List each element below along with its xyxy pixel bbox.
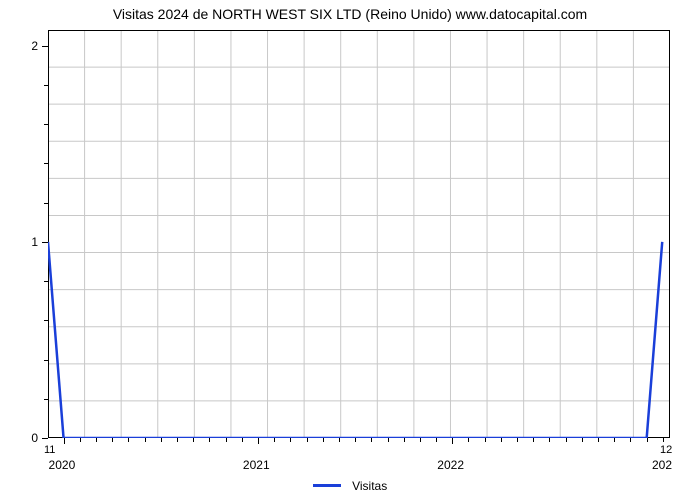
x-minor-tick xyxy=(193,438,194,442)
minor-label-left: 11 xyxy=(44,444,55,456)
x-minor-tick xyxy=(549,438,550,442)
x-minor-tick xyxy=(663,438,664,442)
x-minor-tick xyxy=(404,438,405,442)
x-minor-tick xyxy=(128,438,129,442)
y-tick-label: 0 xyxy=(31,431,38,445)
y-minor-tick xyxy=(44,124,48,125)
x-minor-tick xyxy=(468,438,469,442)
y-minor-tick xyxy=(44,399,48,400)
x-minor-tick xyxy=(242,438,243,442)
x-major-tick xyxy=(452,438,453,444)
y-major-tick xyxy=(42,242,48,243)
x-major-tick xyxy=(258,438,259,444)
x-minor-tick xyxy=(226,438,227,442)
legend-label: Visitas xyxy=(352,479,387,493)
y-tick-label: 1 xyxy=(31,235,38,249)
x-tick-label: 2021 xyxy=(243,458,270,472)
x-minor-tick xyxy=(566,438,567,442)
chart-svg xyxy=(48,30,670,438)
x-minor-tick xyxy=(80,438,81,442)
y-minor-tick xyxy=(44,163,48,164)
x-minor-tick xyxy=(517,438,518,442)
x-minor-tick xyxy=(436,438,437,442)
x-minor-tick xyxy=(161,438,162,442)
x-minor-tick xyxy=(533,438,534,442)
y-minor-tick xyxy=(44,360,48,361)
x-minor-tick xyxy=(209,438,210,442)
x-minor-tick xyxy=(177,438,178,442)
x-minor-tick xyxy=(582,438,583,442)
x-minor-tick xyxy=(96,438,97,442)
x-tick-label-clipped: 202 xyxy=(652,458,672,472)
x-minor-tick xyxy=(647,438,648,442)
chart-title: Visitas 2024 de NORTH WEST SIX LTD (Rein… xyxy=(0,6,700,22)
legend: Visitas xyxy=(0,478,700,493)
x-minor-tick xyxy=(630,438,631,442)
x-tick-label: 2022 xyxy=(437,458,464,472)
minor-label-right: 12 xyxy=(660,444,672,456)
x-minor-tick xyxy=(307,438,308,442)
series-line xyxy=(48,242,662,438)
x-minor-tick xyxy=(614,438,615,442)
y-minor-tick xyxy=(44,320,48,321)
y-minor-tick xyxy=(44,85,48,86)
x-minor-tick xyxy=(485,438,486,442)
x-minor-tick xyxy=(274,438,275,442)
chart-container: Visitas 2024 de NORTH WEST SIX LTD (Rein… xyxy=(0,0,700,500)
x-minor-tick xyxy=(598,438,599,442)
x-minor-tick xyxy=(145,438,146,442)
y-tick-label: 2 xyxy=(31,39,38,53)
x-minor-tick xyxy=(355,438,356,442)
x-minor-tick xyxy=(420,438,421,442)
x-minor-tick xyxy=(339,438,340,442)
plot-area xyxy=(48,30,670,438)
x-minor-tick xyxy=(388,438,389,442)
x-minor-tick xyxy=(112,438,113,442)
legend-swatch xyxy=(313,484,341,487)
y-major-tick xyxy=(42,438,48,439)
x-tick-label: 2020 xyxy=(49,458,76,472)
x-minor-tick xyxy=(371,438,372,442)
x-major-tick xyxy=(64,438,65,444)
x-minor-tick xyxy=(501,438,502,442)
x-minor-tick xyxy=(290,438,291,442)
x-minor-tick xyxy=(323,438,324,442)
y-minor-tick xyxy=(44,281,48,282)
y-major-tick xyxy=(42,46,48,47)
y-minor-tick xyxy=(44,203,48,204)
